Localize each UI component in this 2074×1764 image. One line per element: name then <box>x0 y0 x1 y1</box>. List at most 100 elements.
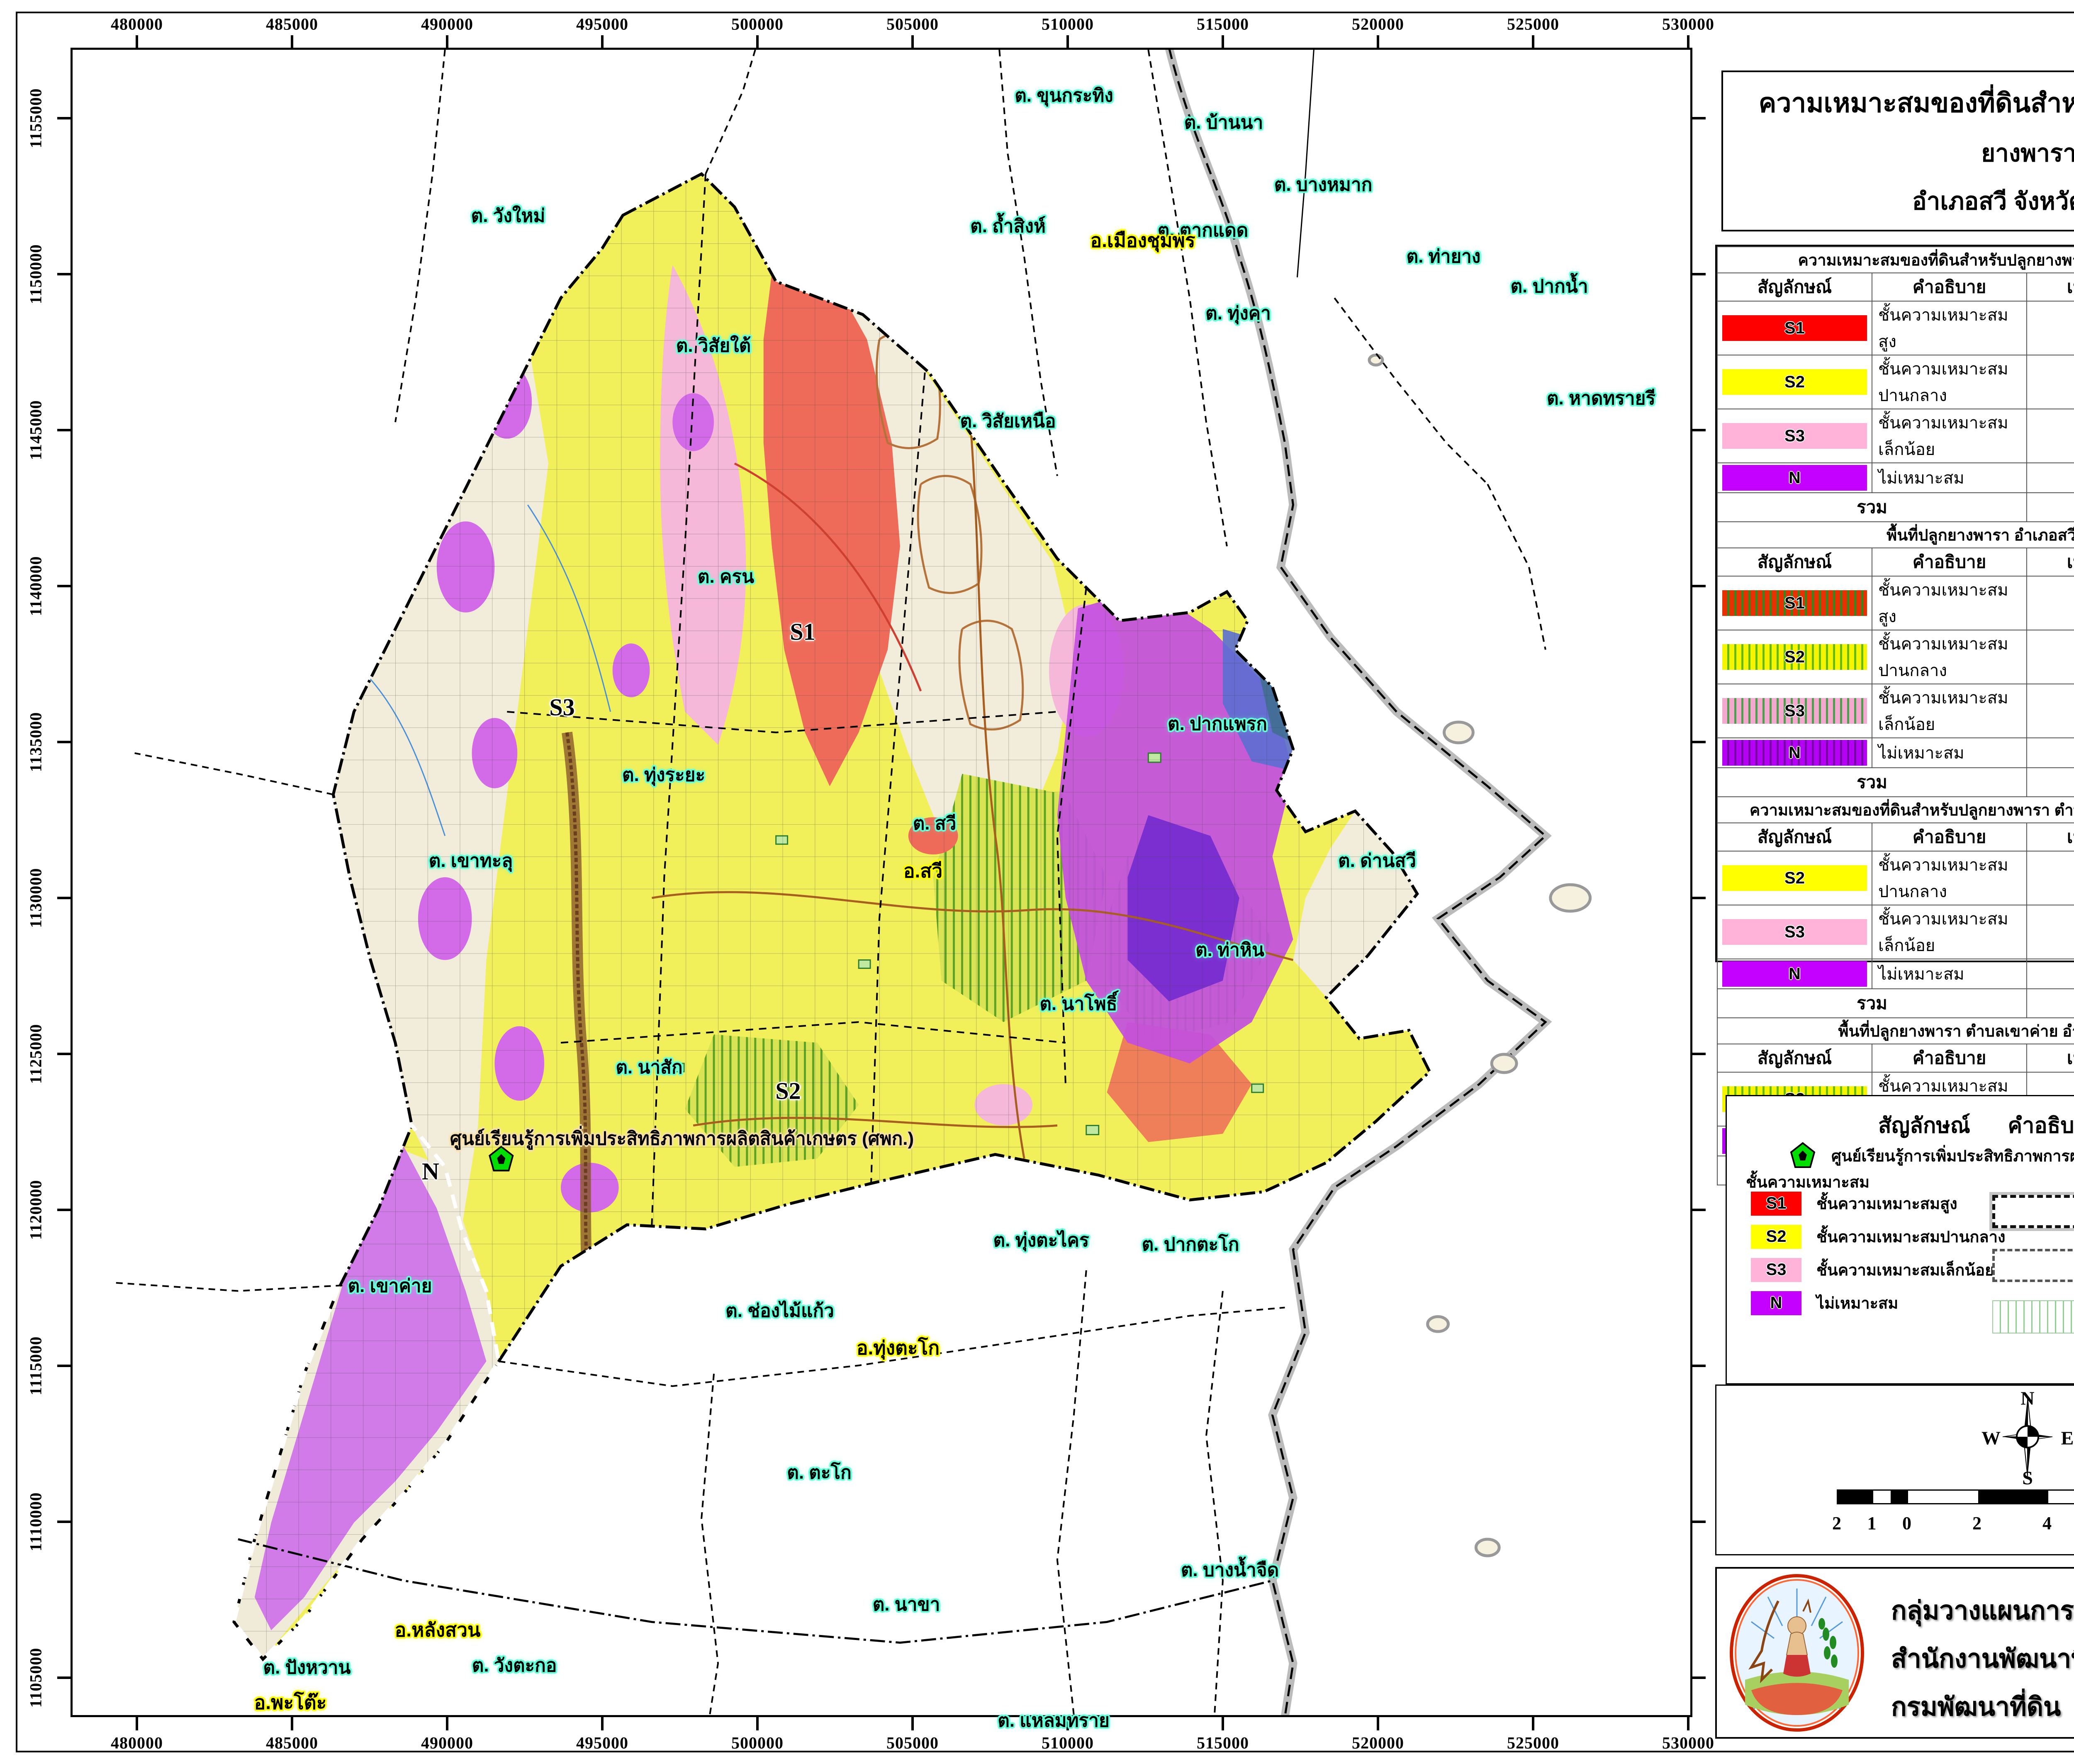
x-tick <box>1066 35 1069 49</box>
pentagon-marker-icon <box>1790 1142 1816 1168</box>
coastline <box>1165 50 1592 1715</box>
table-row: S2ชั้นความเหมาะสมปานกลาง197,95959.02 <box>1717 355 2074 409</box>
legend-class-swatch: S3 <box>1751 1258 1801 1282</box>
y-axis-label: 1145000 <box>26 400 45 460</box>
legend-learning-center-label: ศูนย์เรียนรู้การเพิ่มประสิทธิภาพการผลิตส… <box>1831 1147 2074 1165</box>
legend-boundary-item: พื้นที่ปลูกยางพารา <box>1992 1300 2074 1333</box>
table-row: S2ชั้นความเหมาะสมปานกลาง38,02572.32 <box>1717 630 2074 684</box>
table-section-title-cell: พื้นที่ปลูกยางพารา อำเภอสวี จังหวัดชุมพร <box>1717 521 2074 548</box>
class-swatch: N <box>1722 961 1867 987</box>
x-axis-label: 485000 <box>266 15 318 34</box>
y-tick <box>57 1209 71 1211</box>
tambon-label: ต. นาสัก <box>616 1057 683 1078</box>
y-axis-label: 1140000 <box>26 556 45 616</box>
area-cell: 1,308 <box>2026 684 2074 738</box>
legend-class-label: ไม่เหมาะสม <box>1816 1295 1899 1312</box>
area-cell: 23,440 <box>2026 301 2074 355</box>
x-axis-label: 505000 <box>886 15 939 34</box>
description-cell: ชั้นความเหมาะสมสูง <box>1872 301 2027 355</box>
y-tick <box>1692 585 1706 587</box>
legend-title: สัญลักษณ์ คำอธิบาย <box>1727 1108 2074 1142</box>
area-cell: 10,353 <box>2026 851 2074 905</box>
column-header: คำอธิบาย <box>1872 1044 2027 1073</box>
zone-label: N <box>422 1158 439 1185</box>
class-swatch: S3 <box>1722 919 1867 945</box>
legend-class-symbol: S3 <box>1766 1260 1787 1279</box>
table-section-title: ความเหมาะสมของที่ดินสำหรับปลูกยางพารา อำ… <box>1717 246 2074 273</box>
x-axis-label: 525000 <box>1507 1733 1559 1752</box>
y-tick <box>57 1676 71 1679</box>
y-tick <box>1692 897 1706 899</box>
x-tick <box>1222 35 1224 49</box>
table-section-title: พื้นที่ปลูกยางพารา ตำบลเขาค่าย อำเภอสวี … <box>1717 1017 2074 1044</box>
y-axis-label: 1155000 <box>26 88 45 148</box>
tambon-label: ต. ปากแพรก <box>1168 714 1267 734</box>
tambon-label: ต. ทุ่งคา <box>1205 303 1271 324</box>
y-tick <box>57 1521 71 1523</box>
map-title-line3: อำเภอสวี จังหวัดชุมพร <box>1912 188 2074 215</box>
x-tick <box>1687 1717 1689 1730</box>
x-tick <box>911 35 914 49</box>
amphoe-boundary <box>232 172 1431 1662</box>
x-axis-label: 520000 <box>1352 15 1404 34</box>
tambon-label: ต. ทุ่งตะไคร <box>993 1230 1089 1251</box>
tambon-label: ต. สวี <box>913 813 957 834</box>
table-total-row: รวม52,576100.00 <box>1717 767 2074 797</box>
tambon-label: ต. แหลมทราย <box>998 1710 1110 1731</box>
class-symbol-label: S3 <box>1784 922 1805 941</box>
area-cell: 53 <box>2026 905 2074 959</box>
area-cell: 13,013 <box>2026 959 2074 989</box>
amphoe-label: อ.หลังสวน <box>394 1619 481 1641</box>
x-tick <box>1687 35 1689 49</box>
x-tick <box>1532 35 1534 49</box>
x-tick <box>756 1717 759 1730</box>
table-row: S3ชั้นความเหมาะสมเล็กน้อย530.23 <box>1717 905 2074 959</box>
table-header-row: สัญลักษณ์คำอธิบายเนื้อที่ (ไร่)ร้อยละ <box>1717 547 2074 577</box>
legend-title-symbol: สัญลักษณ์ <box>1878 1114 1970 1138</box>
class-swatch: N <box>1722 465 1867 491</box>
tambon-label: ต. หาดทรายรี <box>1546 388 1656 409</box>
tambon-label: ต. นาโพธิ์ <box>1039 994 1117 1014</box>
column-header: เนื้อที่ (ไร่) <box>2026 822 2074 852</box>
x-axis-label: 515000 <box>1197 15 1249 34</box>
x-axis-label: 490000 <box>421 15 473 34</box>
total-label-cell: รวม <box>1717 767 2027 797</box>
area-cell: 13,504 <box>2026 409 2074 463</box>
x-axis-label: 480000 <box>111 15 163 34</box>
legend-class-item: S2 ชั้นความเหมาะสมปานกลาง <box>1751 1224 2006 1249</box>
column-header: คำอธิบาย <box>1872 547 2027 577</box>
tambon-label: ต. ท่าหิน <box>1195 940 1264 960</box>
x-axis-label: 490000 <box>421 1733 473 1752</box>
y-tick <box>1692 1209 1706 1211</box>
legend-class-symbol: N <box>1770 1294 1782 1312</box>
x-tick <box>446 1717 448 1730</box>
compass-s: S <box>2022 1467 2033 1489</box>
symbol-cell: S2 <box>1717 851 1872 905</box>
legend-class-label: ชั้นความเหมาะสมเล็กน้อย <box>1816 1262 1994 1279</box>
description-cell: ชั้นความเหมาะสมปานกลาง <box>1872 630 2027 684</box>
description-cell: ชั้นความเหมาะสมปานกลาง <box>1872 851 2027 905</box>
map-title-line1: ความเหมาะสมของที่ดินสำหรับปลูกพืชเศรษฐกิ… <box>1758 88 2074 118</box>
tambon-label: ต. นาขา <box>872 1594 940 1615</box>
description-cell: ไม่เหมาะสม <box>1872 737 2027 768</box>
y-tick <box>57 429 71 431</box>
y-tick <box>57 1053 71 1055</box>
y-tick <box>57 273 71 275</box>
area-cell: 197,959 <box>2026 355 2074 409</box>
total-area-cell: 23,419 <box>2026 988 2074 1018</box>
table-row: Nไม่เหมาะสม12,00022.82 <box>1717 737 2074 768</box>
x-tick <box>136 35 138 49</box>
x-axis-label: 510000 <box>1042 1733 1094 1752</box>
legend-class-symbol: S1 <box>1766 1194 1787 1212</box>
legend-class-swatch: N <box>1751 1291 1801 1315</box>
class-symbol-label: S2 <box>1784 372 1805 391</box>
x-tick <box>446 35 448 49</box>
y-tick <box>1692 741 1706 743</box>
x-axis-label: 480000 <box>111 1733 163 1752</box>
tambon-boundaries <box>114 50 1546 1715</box>
column-header: คำอธิบาย <box>1872 822 2027 852</box>
y-tick <box>1692 1521 1706 1523</box>
area-cell: 12,000 <box>2026 737 2074 768</box>
table-section-title-cell: พื้นที่ปลูกยางพารา ตำบลเขาค่าย อำเภอสวี … <box>1717 1017 2074 1044</box>
tambon-label: ต. บางน้ำจืด <box>1181 1560 1279 1580</box>
